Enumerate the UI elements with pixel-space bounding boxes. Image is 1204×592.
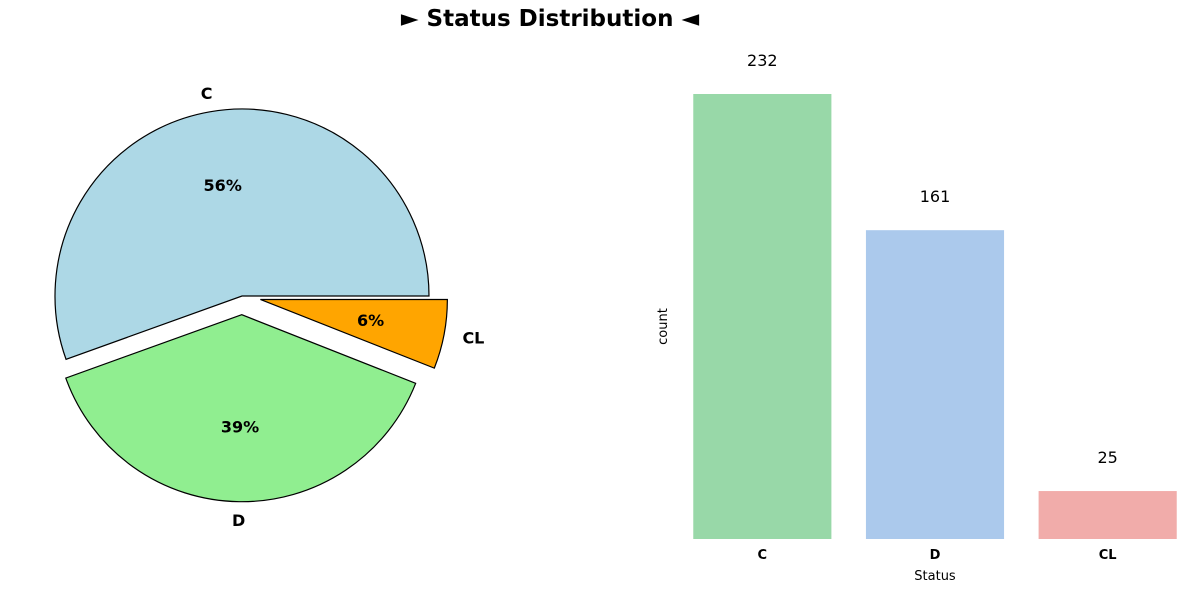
bar-value-label-d: 161: [920, 187, 951, 206]
pie-percent-label-cl: 6%: [357, 311, 384, 330]
pie-slice-d: [65, 314, 417, 503]
bar-chart: 232 C 161 D 25 CL Status count: [656, 51, 1177, 584]
bar-value-label-cl: 25: [1097, 448, 1117, 467]
y-axis-label: count: [656, 308, 671, 345]
pie-category-label-cl: CL: [462, 328, 484, 347]
bar-c: [693, 94, 832, 539]
pie-category-label-d: D: [232, 511, 245, 530]
pie-slice-cl: [260, 298, 448, 369]
bar-value-label-c: 232: [747, 51, 778, 70]
pie-percent-label-c: 56%: [204, 176, 242, 195]
x-tick-label-cl: CL: [1099, 548, 1117, 563]
pie-chart: 56% C 39% D 6% CL: [54, 84, 484, 530]
pie-percent-label-d: 39%: [221, 417, 259, 436]
pie-slice-c: [54, 108, 430, 361]
bar-d: [865, 230, 1005, 539]
x-tick-label-d: D: [930, 548, 941, 563]
page-title: ► Status Distribution ◄: [400, 6, 700, 32]
x-axis-label: Status: [914, 569, 956, 584]
x-tick-label-c: C: [758, 548, 768, 563]
bar-cl: [1038, 491, 1177, 539]
pie-category-label-c: C: [201, 84, 213, 103]
